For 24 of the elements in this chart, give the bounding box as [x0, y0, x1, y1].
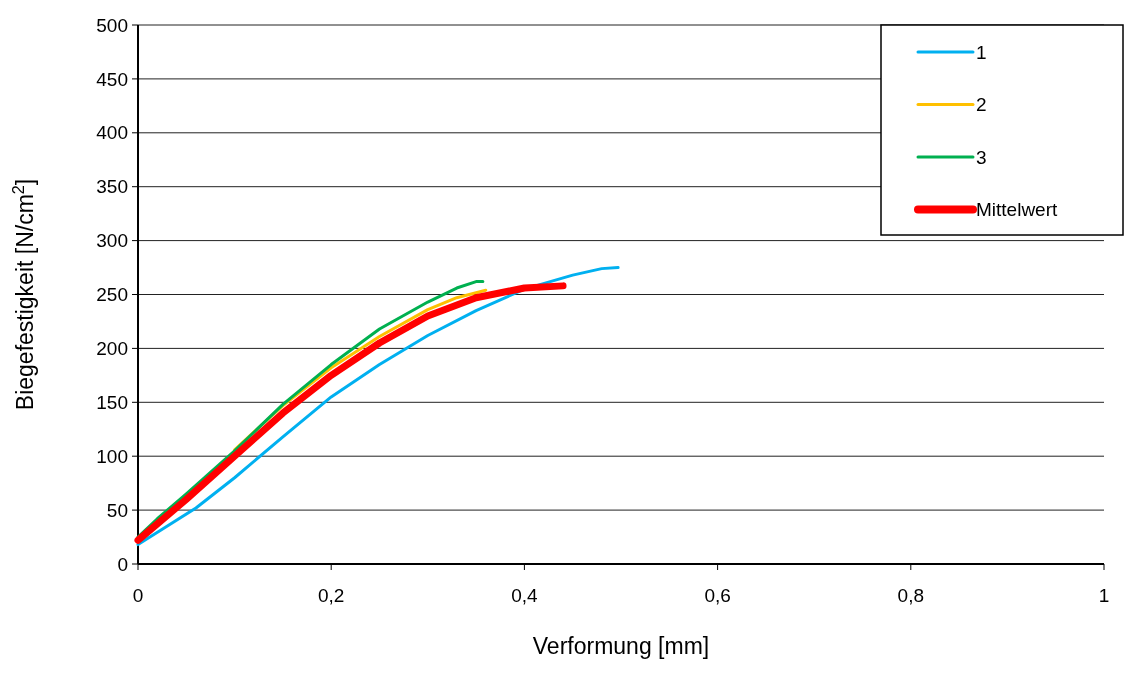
- line-series: [136, 280, 485, 539]
- y-tick-label: 100: [96, 445, 128, 467]
- x-tick-label: 0,4: [511, 585, 539, 606]
- y-tick-label: 200: [96, 338, 128, 360]
- y-tick-label: 400: [96, 122, 128, 144]
- x-tick-label: 1: [1098, 585, 1110, 606]
- legend-label: 2: [976, 94, 987, 116]
- y-tick-label: 500: [96, 14, 128, 36]
- y-tick-label: 0: [117, 553, 128, 575]
- x-axis-title: Verformung [mm]: [532, 633, 710, 659]
- line-series: [136, 266, 620, 547]
- x-tick-label: 0,8: [897, 585, 925, 606]
- legend-label: Mittelwert: [976, 199, 1059, 221]
- y-tick-label: 450: [96, 68, 128, 90]
- y-tick-label: 150: [96, 391, 128, 413]
- y-tick-label: 250: [96, 284, 128, 306]
- legend-label: 3: [976, 146, 987, 168]
- x-tick-label: 0,2: [317, 585, 345, 606]
- x-tick-label: 0: [132, 585, 144, 606]
- legend-label: 1: [976, 41, 987, 63]
- x-tick-label: 0,6: [704, 585, 731, 606]
- y-tick-label: 350: [96, 176, 128, 198]
- y-tick-label: 300: [96, 230, 128, 252]
- y-tick-label: 50: [106, 499, 128, 521]
